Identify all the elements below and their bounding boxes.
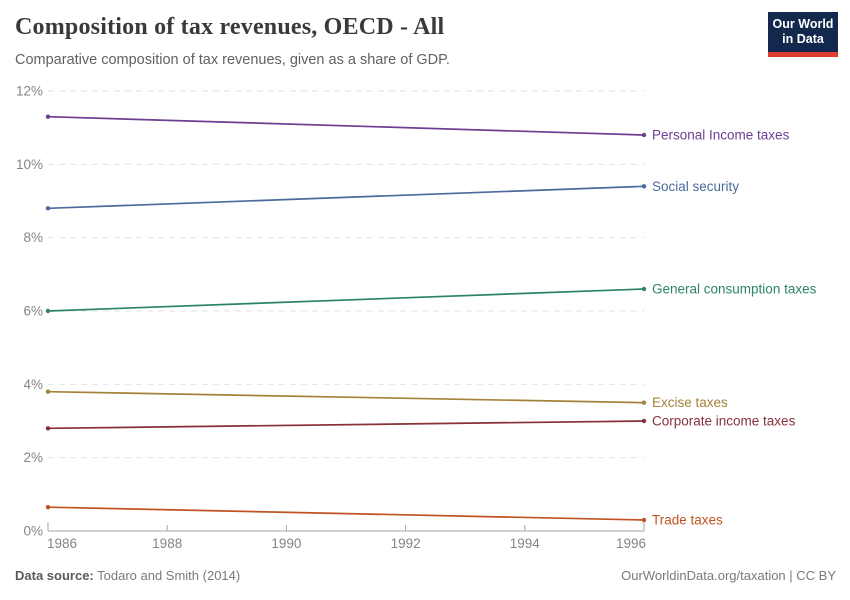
data-line-social-security[interactable]: [47, 185, 645, 210]
series-label-trade-taxes[interactable]: Trade taxes: [652, 513, 723, 528]
data-point: [641, 418, 647, 424]
data-source-label: Data source:: [15, 568, 94, 583]
data-line-trade-taxes[interactable]: [47, 506, 645, 521]
x-tick-label: 1986: [47, 536, 77, 551]
owid-logo-line2: in Data: [782, 32, 824, 46]
page-subtitle: Comparative composition of tax revenues,…: [15, 52, 450, 68]
data-point: [641, 400, 647, 405]
page-title: Composition of tax revenues, OECD - All: [15, 14, 445, 40]
data-point: [641, 517, 647, 523]
y-tick-label: 8%: [23, 230, 43, 245]
chart-footer: Data source: Todaro and Smith (2014) Our…: [15, 568, 836, 583]
data-point: [45, 114, 51, 119]
data-line-personal-income-taxes[interactable]: [47, 115, 645, 136]
series-label-corporate-income-taxes[interactable]: Corporate income taxes: [652, 414, 796, 429]
y-tick-label: 6%: [23, 304, 43, 319]
data-source-text: Data source: Todaro and Smith (2014): [15, 568, 240, 583]
data-source-value: Todaro and Smith (2014): [93, 568, 241, 583]
y-tick-label: 10%: [16, 157, 43, 172]
data-line-excise-taxes[interactable]: [47, 390, 645, 404]
x-tick-label: 1996: [616, 536, 646, 551]
data-point: [45, 426, 51, 431]
data-point: [641, 132, 647, 138]
owid-logo: Our World in Data: [768, 12, 838, 57]
series-label-excise-taxes[interactable]: Excise taxes: [652, 395, 728, 410]
x-tick-label: 1992: [391, 536, 421, 551]
x-tick-label: 1990: [271, 536, 301, 551]
y-tick-label: 12%: [16, 84, 43, 99]
data-line-general-consumption-taxes[interactable]: [47, 288, 645, 312]
data-point: [641, 286, 647, 292]
credit-text: OurWorldinData.org/taxation | CC BY: [621, 568, 836, 583]
series-label-social-security[interactable]: Social security: [652, 179, 739, 194]
x-tick-label: 1994: [510, 536, 541, 551]
data-point: [641, 184, 647, 189]
y-tick-label: 2%: [23, 450, 43, 465]
series-label-personal-income-taxes[interactable]: Personal Income taxes: [652, 128, 790, 143]
data-point: [45, 206, 51, 211]
y-tick-label: 4%: [23, 377, 43, 392]
x-tick-label: 1988: [152, 536, 182, 551]
data-point: [45, 504, 51, 510]
y-tick-label: 0%: [23, 524, 43, 539]
series-label-general-consumption-taxes[interactable]: General consumption taxes: [652, 282, 817, 297]
owid-logo-line1: Our World: [772, 17, 834, 31]
data-line-corporate-income-taxes[interactable]: [47, 420, 645, 430]
data-point: [45, 308, 51, 314]
data-point: [45, 389, 51, 394]
